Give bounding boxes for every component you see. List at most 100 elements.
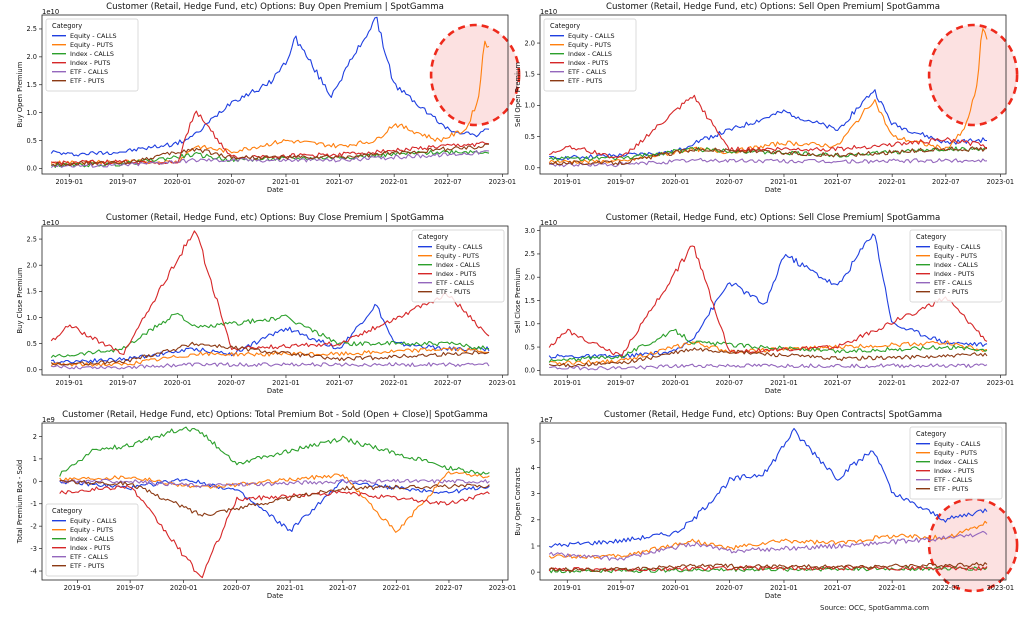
x-tick-label: 2023-01 bbox=[489, 379, 517, 387]
x-tick-label: 2021-01 bbox=[770, 379, 798, 387]
y-tick-label: 1.5 bbox=[27, 81, 38, 89]
y-axis-label: Buy Open Premium bbox=[16, 61, 24, 127]
x-tick-label: 2019-07 bbox=[116, 584, 144, 592]
legend-label: Index - CALLS bbox=[70, 50, 114, 58]
source-note: Source: OCC, SpotGamma.com bbox=[820, 604, 930, 612]
chart-title: Customer (Retail, Hedge Fund, etc) Optio… bbox=[106, 2, 444, 12]
x-axis-label: Date bbox=[765, 592, 781, 600]
chart-title: Customer (Retail, Hedge Fund, etc) Optio… bbox=[606, 2, 940, 12]
series-line bbox=[548, 530, 988, 561]
y-tick-label: 1.5 bbox=[525, 71, 536, 79]
legend-label: Equity - CALLS bbox=[70, 32, 117, 40]
x-tick-label: 2020-01 bbox=[170, 584, 198, 592]
chart-panel: Customer (Retail, Hedge Fund, etc) Optio… bbox=[16, 2, 521, 194]
axis-scale-label: 1e10 bbox=[42, 8, 59, 16]
legend-label: ETF - CALLS bbox=[436, 279, 474, 287]
x-tick-label: 2022-07 bbox=[932, 584, 960, 592]
series-line bbox=[548, 566, 988, 574]
legend-box bbox=[909, 426, 1003, 500]
legend-label: Equity - PUTS bbox=[70, 526, 113, 534]
y-axis-label: Sell Open Premium bbox=[514, 62, 522, 127]
x-tick-label: 2019-01 bbox=[553, 584, 581, 592]
axis-scale-label: 1e10 bbox=[540, 219, 557, 227]
x-tick-label: 2019-07 bbox=[109, 178, 137, 186]
legend-label: ETF - CALLS bbox=[934, 476, 972, 484]
x-tick-label: 2021-07 bbox=[326, 178, 354, 186]
x-tick-label: 2021-07 bbox=[824, 584, 852, 592]
x-tick-label: 2020-01 bbox=[662, 584, 690, 592]
x-tick-label: 2019-01 bbox=[553, 178, 581, 186]
x-tick-label: 2020-07 bbox=[223, 584, 251, 592]
y-tick-label: 0.5 bbox=[27, 340, 38, 348]
series-line bbox=[549, 427, 988, 548]
y-tick-label: 0.0 bbox=[27, 366, 38, 374]
x-tick-label: 2022-01 bbox=[878, 379, 906, 387]
plot-frame bbox=[539, 14, 1007, 175]
x-tick-label: 2022-07 bbox=[932, 178, 960, 186]
chart-panel: Customer (Retail, Hedge Fund, etc) Optio… bbox=[16, 213, 516, 395]
axis-scale-label: 1e10 bbox=[42, 219, 59, 227]
legend-label: Equity - CALLS bbox=[934, 440, 981, 448]
axis-scale-label: 1e7 bbox=[540, 416, 553, 424]
x-tick-label: 2020-07 bbox=[716, 379, 744, 387]
y-tick-label: 1.0 bbox=[27, 314, 38, 322]
legend-label: Equity - CALLS bbox=[568, 32, 615, 40]
legend-label: ETF - PUTS bbox=[70, 77, 104, 85]
legend-label: Index - PUTS bbox=[934, 467, 974, 475]
legend-label: Index - CALLS bbox=[436, 261, 480, 269]
legend-box bbox=[543, 18, 637, 92]
x-tick-label: 2023-01 bbox=[987, 584, 1015, 592]
legend-label: Index - PUTS bbox=[568, 59, 608, 67]
y-tick-label: 0 bbox=[33, 478, 37, 486]
legend-label: ETF - CALLS bbox=[934, 279, 972, 287]
x-tick-label: 2023-01 bbox=[489, 584, 517, 592]
series-line bbox=[50, 341, 490, 366]
y-tick-label: 0.0 bbox=[525, 164, 536, 172]
legend-label: Equity - PUTS bbox=[70, 41, 113, 49]
series-line bbox=[59, 426, 490, 477]
highlight-circle bbox=[927, 497, 1019, 593]
x-tick-label: 2019-01 bbox=[64, 584, 92, 592]
chart-panel: Customer (Retail, Hedge Fund, etc) Optio… bbox=[514, 2, 1019, 194]
y-tick-label: 2.0 bbox=[525, 39, 536, 47]
x-tick-label: 2019-01 bbox=[553, 379, 581, 387]
y-tick-label: 0 bbox=[531, 568, 535, 576]
x-tick-label: 2020-07 bbox=[716, 178, 744, 186]
plot-frame bbox=[41, 225, 509, 376]
series-line bbox=[548, 94, 988, 159]
x-tick-label: 2020-01 bbox=[662, 379, 690, 387]
x-tick-label: 2021-01 bbox=[770, 584, 798, 592]
x-tick-label: 2022-07 bbox=[434, 379, 462, 387]
x-tick-label: 2019-01 bbox=[55, 379, 83, 387]
series-line bbox=[59, 478, 490, 489]
y-tick-label: 3 bbox=[531, 490, 535, 498]
y-axis-label: Total Premium Bot - Sold bbox=[16, 460, 24, 544]
x-tick-label: 2021-07 bbox=[824, 379, 852, 387]
y-tick-label: 1.0 bbox=[525, 102, 536, 110]
legend-label: ETF - PUTS bbox=[934, 485, 968, 493]
legend-box bbox=[45, 18, 139, 92]
chart-title: Customer (Retail, Hedge Fund, etc) Optio… bbox=[106, 213, 444, 223]
series-line bbox=[59, 484, 490, 579]
series-line bbox=[50, 150, 490, 169]
series-line bbox=[59, 471, 490, 533]
series-line bbox=[50, 230, 490, 356]
x-tick-label: 2022-07 bbox=[434, 178, 462, 186]
series-line bbox=[548, 245, 988, 357]
legend-label: ETF - PUTS bbox=[436, 288, 470, 296]
series-line bbox=[548, 146, 987, 161]
series-line bbox=[549, 363, 988, 371]
y-tick-label: 5 bbox=[531, 438, 535, 446]
legend-title: Category bbox=[418, 233, 448, 241]
chart-panel: Customer (Retail, Hedge Fund, etc) Optio… bbox=[16, 410, 516, 600]
x-tick-label: 2020-07 bbox=[218, 178, 246, 186]
legend-label: Equity - CALLS bbox=[70, 517, 117, 525]
series-line bbox=[59, 478, 490, 532]
chart-panel: Customer (Retail, Hedge Fund, etc) Optio… bbox=[514, 410, 1019, 600]
y-axis-label: Buy Open Contracts bbox=[514, 467, 522, 536]
y-tick-label: 0.0 bbox=[27, 165, 38, 173]
x-tick-label: 2022-01 bbox=[380, 379, 408, 387]
